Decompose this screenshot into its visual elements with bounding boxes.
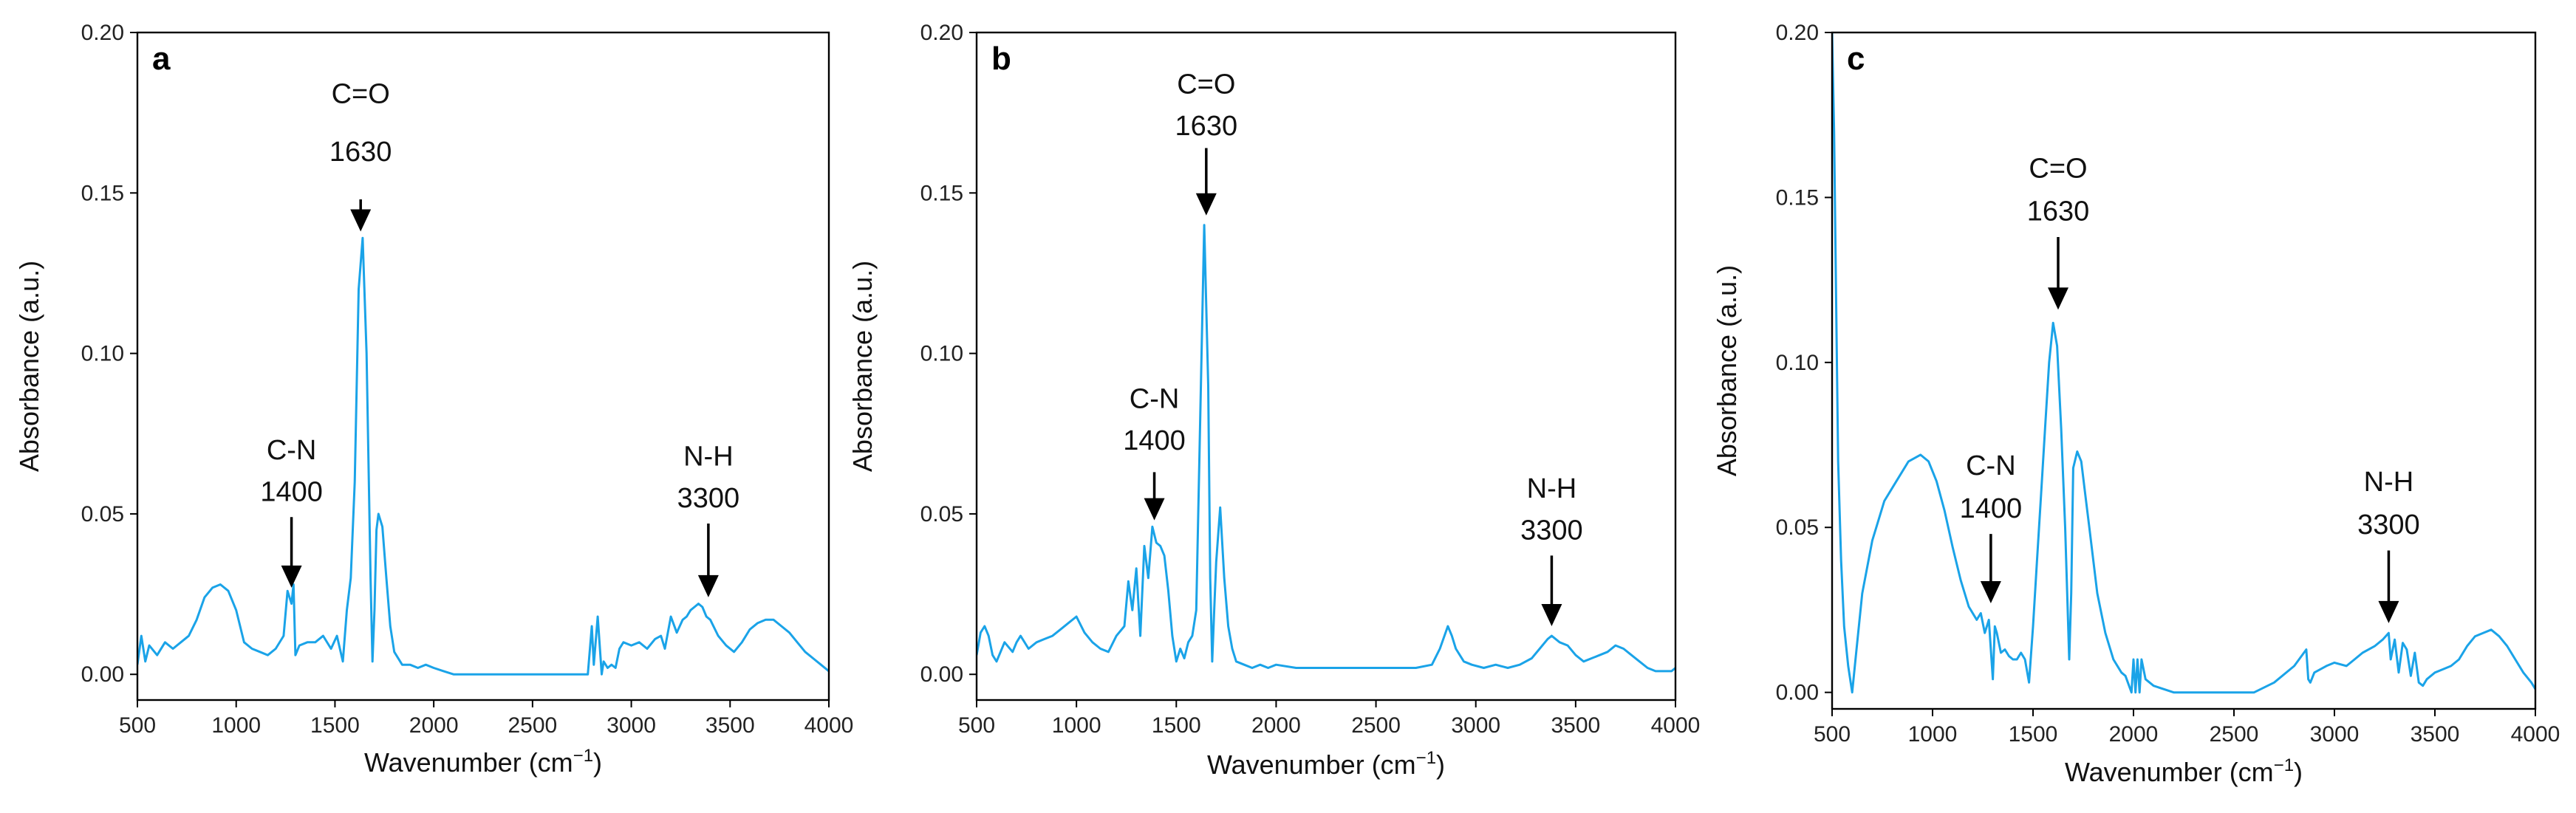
x-tick-label: 500	[119, 713, 156, 738]
annotation-wavenumber-label: 1630	[329, 137, 392, 168]
y-tick-label: 0.00	[920, 662, 963, 687]
y-tick-label: 0.15	[920, 181, 963, 205]
chart-panel-a: 500 1000 1500 2000 2500 3000 3500 4000 0.00 0.05 0…	[14, 21, 853, 778]
panel-label: c	[1847, 41, 1865, 77]
annotation-bond-label: N-H	[1527, 473, 1577, 504]
plot-frame	[1831, 31, 2537, 710]
x-tick-label: 1000	[1052, 713, 1101, 738]
annotation-bond-label: C=O	[1177, 69, 1235, 100]
x-tick-label: 1500	[1152, 713, 1201, 738]
annotation-arrow-head	[1541, 604, 1562, 627]
x-tick-label: 3500	[1551, 713, 1600, 738]
y-axis-title: Absorbance (a.u.)	[14, 261, 44, 472]
y-axis-title: Absorbance (a.u.)	[847, 261, 878, 472]
series-line-c-0	[1832, 32, 2535, 694]
panel-label: a	[152, 41, 171, 77]
annotation-wavenumber-label: 3300	[1520, 515, 1583, 546]
x-tick-label: 1000	[211, 713, 261, 738]
x-axis-title: Wavenumber (cm−1)	[364, 746, 602, 778]
x-tick-label: 4000	[1651, 713, 1701, 738]
y-tick-label: 0.00	[1776, 681, 1819, 705]
x-tick-label: 2000	[2109, 722, 2159, 747]
x-tick-label: 500	[958, 713, 995, 738]
annotation-wavenumber-label: 3300	[2357, 510, 2420, 541]
chart-panel-c: 500 1000 1500 2000 2500 3000 3500 4000 0.00 0.05 0…	[1712, 21, 2560, 787]
y-tick-label: 0.00	[81, 662, 124, 687]
x-axis-title: Wavenumber (cm−1)	[2065, 755, 2303, 787]
x-tick-label: 3500	[706, 713, 755, 738]
annotation-bond-label: C-N	[1966, 450, 2016, 481]
x-tick-label: 2000	[409, 713, 459, 738]
x-tick-label: 500	[1814, 722, 1851, 747]
panel-label: b	[991, 41, 1011, 77]
x-tick-label: 3500	[2411, 722, 2460, 747]
y-tick-label: 0.15	[81, 181, 124, 205]
y-tick-label: 0.20	[1776, 21, 1819, 45]
annotation-arrow-head	[1195, 193, 1217, 216]
annotation-arrow-head	[1980, 581, 2001, 604]
annotation-arrow-head	[697, 574, 719, 597]
y-tick-label: 0.10	[1776, 351, 1819, 375]
annotation-bond-label: C=O	[332, 79, 390, 110]
annotation-wavenumber-label: 1400	[1123, 425, 1186, 456]
x-tick-label: 1500	[310, 713, 360, 738]
y-tick-label: 0.05	[1776, 515, 1819, 540]
annotation-wavenumber-label: 1400	[260, 477, 323, 508]
annotation-arrow-head	[2378, 600, 2399, 623]
annotation-arrow-head	[350, 209, 372, 232]
plot-frame	[136, 31, 830, 701]
annotation-bond-label: C-N	[1130, 384, 1180, 415]
annotation-wavenumber-label: 3300	[677, 483, 740, 514]
x-tick-label: 3000	[1451, 713, 1500, 738]
annotation-wavenumber-label: 1630	[1175, 111, 1238, 142]
x-tick-label: 2500	[508, 713, 557, 738]
annotation-arrow-head	[2048, 287, 2068, 310]
x-tick-label: 3000	[2310, 722, 2360, 747]
x-tick-label: 1000	[1908, 722, 1958, 747]
series-line-b-0	[977, 224, 1675, 673]
annotation-bond-label: C=O	[2029, 154, 2087, 185]
y-tick-label: 0.15	[1776, 185, 1819, 210]
series-line-a-0	[137, 236, 829, 676]
annotation-arrow-head	[281, 565, 302, 588]
x-tick-label: 4000	[804, 713, 854, 738]
x-tick-label: 3000	[607, 713, 656, 738]
chart-panel-b: 500 1000 1500 2000 2500 3000 3500 4000 0.00 0.05 0…	[847, 21, 1700, 780]
x-axis-title: Wavenumber (cm−1)	[1207, 748, 1445, 780]
annotation-wavenumber-label: 1400	[1960, 493, 2023, 524]
y-tick-label: 0.10	[81, 342, 124, 366]
x-tick-label: 2500	[1351, 713, 1401, 738]
y-tick-label: 0.20	[81, 21, 124, 45]
y-tick-label: 0.10	[920, 342, 963, 366]
y-tick-label: 0.20	[920, 21, 963, 45]
annotation-arrow-head	[1144, 498, 1165, 521]
x-tick-label: 2500	[2210, 722, 2259, 747]
annotation-bond-label: N-H	[2364, 467, 2414, 498]
y-tick-label: 0.05	[920, 502, 963, 526]
annotation-bond-label: C-N	[267, 435, 317, 466]
x-tick-label: 1500	[2009, 722, 2058, 747]
x-tick-label: 2000	[1251, 713, 1301, 738]
x-tick-label: 4000	[2511, 722, 2560, 747]
annotation-wavenumber-label: 1630	[2027, 196, 2090, 227]
y-axis-title: Absorbance (a.u.)	[1712, 265, 1742, 476]
y-tick-label: 0.05	[81, 502, 124, 526]
annotation-bond-label: N-H	[683, 442, 734, 473]
plot-frame	[975, 31, 1677, 701]
